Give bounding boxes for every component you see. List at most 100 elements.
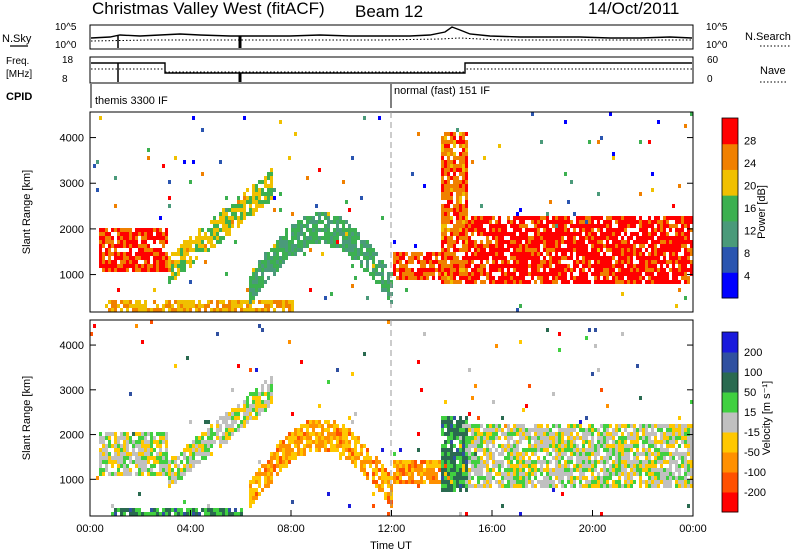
heatmap-cell [582,456,585,460]
heatmap-cell [480,464,483,468]
heatmap-cell [594,232,597,236]
heatmap-cell [648,232,651,236]
heatmap-cell [360,448,363,452]
heatmap-cell [150,440,153,444]
heatmap-cell [684,280,687,284]
heatmap-cell [573,228,576,232]
heatmap-cell [513,260,516,264]
heatmap-cell [447,200,450,204]
heatmap-cell [270,192,273,196]
heatmap-cell [363,252,366,256]
heatmap-cell [258,492,261,496]
heatmap-cell [492,400,495,404]
heatmap-cell [201,456,204,460]
heatmap-cell [474,436,477,440]
heatmap-cell [366,296,369,300]
heatmap-cell [450,240,453,244]
heatmap-cell [111,300,114,304]
heatmap-cell [456,452,459,456]
heatmap-cell [522,480,525,484]
heatmap-cell [615,472,618,476]
heatmap-cell [618,468,621,472]
heatmap-cell [339,216,342,220]
heatmap-cell [573,248,576,252]
heatmap-cell [615,468,618,472]
heatmap-cell [585,416,588,420]
heatmap-cell [408,468,411,472]
heatmap-cell [138,456,141,460]
heatmap-cell [459,168,462,172]
heatmap-cell [444,208,447,212]
heatmap-cell [336,368,339,372]
heatmap-cell [138,256,141,260]
heatmap-cell [171,260,174,264]
heatmap-cell [189,452,192,456]
heatmap-cell [219,436,222,440]
heatmap-cell [555,220,558,224]
heatmap-cell [285,456,288,460]
heatmap-cell [573,280,576,284]
heatmap-cell [201,248,204,252]
heatmap-cell [471,456,474,460]
heatmap-cell [678,256,681,260]
heatmap-cell [462,468,465,472]
heatmap-cell [126,268,129,272]
heatmap-cell [324,236,327,240]
heatmap-cell [303,432,306,436]
heatmap-cell [546,232,549,236]
heatmap-cell [309,228,312,232]
heatmap-cell [501,464,504,468]
colorbar-tick-label: 12 [744,226,756,238]
heatmap-cell [201,452,204,456]
heatmap-cell [261,388,264,392]
heatmap-cell [477,464,480,468]
heatmap-cell [531,256,534,260]
nave-tick-top: 60 [707,55,719,66]
heatmap-cell [648,220,651,224]
heatmap-cell [351,452,354,456]
heatmap-cell [309,236,312,240]
heatmap-cell [465,436,468,440]
heatmap-cell [444,460,447,464]
heatmap-cell [261,188,264,192]
heatmap-cell [654,464,657,468]
heatmap-cell [216,436,219,440]
heatmap-cell [516,212,519,216]
heatmap-cell [483,264,486,268]
heatmap-cell [450,136,453,140]
heatmap-cell [252,396,255,400]
heatmap-cell [348,432,351,436]
heatmap-cell [534,440,537,444]
heatmap-cell [483,244,486,248]
heatmap-cell [654,232,657,236]
heatmap-cell [471,276,474,280]
heatmap-cell [411,172,414,176]
heatmap-cell [582,472,585,476]
heatmap-cell [633,220,636,224]
heatmap-cell [636,272,639,276]
heatmap-cell [597,264,600,268]
heatmap-cell [162,460,165,464]
heatmap-cell [573,484,576,488]
heatmap-cell [255,416,258,420]
heatmap-cell [456,420,459,424]
heatmap-cell [291,452,294,456]
heatmap-cell [495,220,498,224]
heatmap-cell [441,240,444,244]
heatmap-cell [459,216,462,220]
heatmap-cell [270,172,273,176]
heatmap-cell [600,432,603,436]
heatmap-cell [603,280,606,284]
heatmap-cell [348,504,351,508]
heatmap-cell [642,440,645,444]
heatmap-cell [477,244,480,248]
heatmap-cell [387,292,390,296]
heatmap-cell [567,220,570,224]
heatmap-cell [540,264,543,268]
heatmap-cell [252,284,255,288]
heatmap-cell [570,232,573,236]
heatmap-cell [654,220,657,224]
heatmap-cell [450,220,453,224]
heatmap-cell [162,164,165,168]
heatmap-cell [384,496,387,500]
